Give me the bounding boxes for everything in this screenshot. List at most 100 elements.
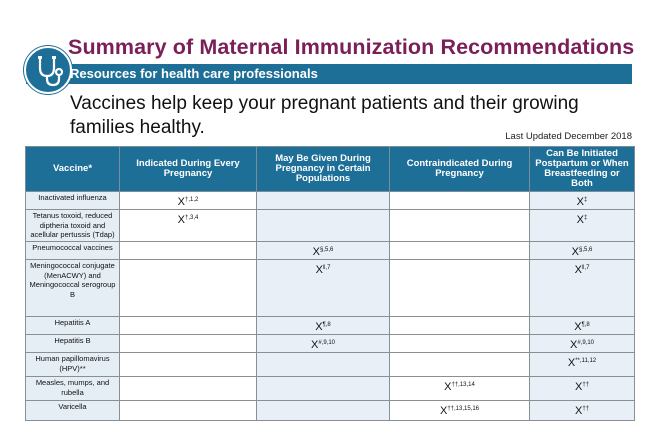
mark-symbol: X [574,405,583,417]
table-row: Hepatitis B X#,9,10 X#,9,10 [25,334,635,353]
recommendation-cell [119,376,257,401]
recommendation-cell [389,241,530,260]
footnote-reference: #,9,10 [318,340,336,346]
recommendation-mark: X¶,8 [574,319,590,333]
mark-symbol: X [439,405,448,417]
recommendation-cell: X#,9,10 [256,334,390,353]
header-banner [26,64,632,84]
mark-symbol: X [576,214,584,226]
recommendation-cell: X‖,7 [529,259,635,317]
recommendation-cell [256,209,390,242]
mark-symbol: X [315,321,323,333]
recommendation-mark: X#,9,10 [311,337,335,351]
table-row: Tetanus toxoid, reduced diptheria toxoid… [25,209,635,242]
vaccine-name-cell: Hepatitis B [25,334,120,353]
vaccine-name-cell: Human papillomavirus (HPV)** [25,352,120,377]
footnote-reference: #,9,10 [577,340,595,346]
column-header-every-pregnancy: Indicated During Every Pregnancy [119,146,257,192]
footnote-reference: †† [582,382,590,388]
footnote-reference: ‖,7 [322,265,331,271]
footnote-reference: ‡ [584,215,588,221]
headline-text: Vaccines help keep your pregnant patient… [70,93,579,138]
footnote-reference: †† [582,406,590,412]
table-row: Measles, mumps, and rubella X††,13,14 X†† [25,376,635,401]
recommendation-mark: X†† [575,379,589,393]
mark-symbol: X [569,339,578,351]
mark-symbol: X [567,357,576,369]
table-row: Varicella X††,13,15,16 X†† [25,400,635,421]
recommendation-mark: X†,1,2 [178,194,199,208]
recommendation-cell: X¶,8 [256,316,390,335]
recommendation-mark: X‡ [577,212,588,226]
mark-symbol: X [177,214,185,226]
footnote-reference: **,11,12 [575,358,597,364]
stethoscope-icon-graphic [38,56,64,87]
mark-symbol: X [444,381,452,393]
recommendation-cell [119,316,257,335]
recommendation-cell [389,191,530,210]
vaccine-name-cell: Tetanus toxoid, reduced diptheria toxoid… [25,209,120,242]
recommendation-mark: X††,13,15,16 [440,403,479,417]
recommendation-mark: X¶,8 [315,319,331,333]
footnote-reference: ‖,7 [581,265,590,271]
vaccine-name-cell: Pneumococcal vaccines [25,241,120,260]
recommendation-mark: X†† [575,403,589,417]
recommendation-cell [119,241,257,260]
recommendation-mark: X‖,7 [316,262,331,276]
recommendation-cell: X†,1,2 [119,191,257,210]
recommendation-cell [119,334,257,353]
recommendation-mark: X‖,7 [575,262,590,276]
recommendation-cell: X§,5,6 [529,241,635,260]
column-header-postpartum: Can Be Initiated Postpartum or When Brea… [529,146,635,192]
mark-symbol: X [315,264,323,276]
column-header-vaccine: Vaccine* [25,146,120,192]
banner-subtitle: Resources for health care professionals [70,66,318,81]
recommendation-cell: X#,9,10 [529,334,635,353]
mark-symbol: X [576,196,584,208]
recommendation-cell [256,376,390,401]
column-header-certain-populations: May Be Given During Pregnancy in Certain… [256,146,390,192]
recommendation-cell [256,400,390,421]
recommendation-mark: X§,5,6 [572,244,593,258]
recommendation-cell [389,352,530,377]
recommendation-cell: X††,13,15,16 [389,400,530,421]
vaccine-name-cell: Measles, mumps, and rubella [25,376,120,401]
vaccine-name-cell: Hepatitis A [25,316,120,335]
recommendation-mark: X§,5,6 [313,244,334,258]
recommendation-cell [256,191,390,210]
recommendation-cell [389,334,530,353]
recommendation-cell: X†,3,4 [119,209,257,242]
table-header-row: Vaccine* Indicated During Every Pregnanc… [25,146,635,192]
table-row: Human papillomavirus (HPV)** X**,11,12 [25,352,635,377]
stethoscope-icon [24,46,72,94]
footnote-reference: ††,13,15,16 [447,406,480,412]
recommendation-mark: X††,13,14 [444,379,475,393]
recommendation-cell [119,400,257,421]
vaccine-name-cell: Meningococcal conjugate (MenACWY) and Me… [25,259,120,317]
vaccine-name-cell: Varicella [25,400,120,421]
recommendation-cell [119,352,257,377]
footnote-reference: †,1,2 [184,197,199,203]
table-row: Hepatitis A X¶,8 X¶,8 [25,316,635,335]
recommendation-cell: X†† [529,376,635,401]
vaccine-name-cell: Inactivated influenza [25,191,120,210]
footnote-reference: †,3,4 [184,215,199,221]
recommendation-cell [389,259,530,317]
recommendation-cell [256,352,390,377]
recommendation-cell [119,259,257,317]
footnote-reference: ‡ [584,197,588,203]
recommendation-mark: X‡ [577,194,588,208]
recommendation-cell [389,209,530,242]
recommendation-cell: X†† [529,400,635,421]
footnote-reference: §,5,6 [319,247,334,253]
footnote-reference: ¶,8 [322,322,331,328]
footnote-reference: ††,13,14 [451,382,475,388]
table-row: Inactivated influenza X†,1,2 X‡ [25,191,635,210]
recommendation-mark: X**,11,12 [568,355,596,369]
mark-symbol: X [177,196,185,208]
column-header-contraindicated: Contraindicated During Pregnancy [389,146,530,192]
immunization-table: Vaccine* Indicated During Every Pregnanc… [25,146,635,421]
footnote-reference: §,5,6 [578,247,593,253]
mark-symbol: X [310,339,319,351]
mark-symbol: X [574,264,582,276]
